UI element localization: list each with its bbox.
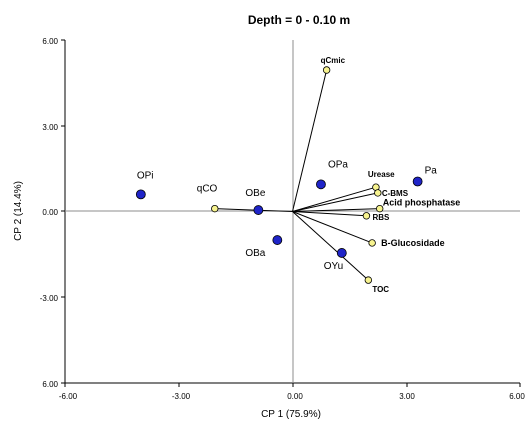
- loading-vector-c-bms: [292, 192, 378, 212]
- loading-point-c-bms: [374, 189, 382, 197]
- loading-point-qco: [211, 204, 219, 213]
- loading-vector-acid-phosphatase: [292, 208, 380, 212]
- loading-points: [211, 66, 384, 284]
- loading-vector-b-glucosidade: [292, 211, 373, 244]
- y-tick-labels: 6.00 3.00 0.00 -3.00 6.00: [40, 37, 65, 389]
- x-tick-label: -6.00: [59, 392, 78, 401]
- score-label-oba: OBa: [245, 248, 265, 259]
- loading-point-qcmic: [322, 66, 331, 74]
- score-point-oba: [272, 235, 283, 245]
- score-point-opa: [316, 179, 326, 190]
- x-tick-label: -3.00: [172, 392, 191, 401]
- score-label-obe: OBe: [245, 188, 265, 199]
- score-label-opi: OPi: [137, 170, 154, 181]
- score-label-opa: OPa: [328, 159, 348, 170]
- loading-vectors: [214, 69, 380, 281]
- loading-label-qco: qCO: [197, 184, 218, 195]
- x-tick-label: 3.00: [399, 392, 415, 401]
- chart-title: Depth = 0 - 0.10 m: [248, 13, 350, 27]
- score-point-oyu: [336, 248, 347, 258]
- loading-label-qcmic: qCmic: [321, 56, 346, 65]
- loading-vector-qcmic: [292, 69, 328, 212]
- score-point-obe: [253, 205, 264, 215]
- score-point-pa: [412, 176, 423, 187]
- x-tick-label: 6.00: [509, 392, 525, 401]
- score-point-opi: [135, 189, 146, 200]
- x-tick-labels: -6.00 -3.00 0.00 3.00 6.00: [59, 383, 525, 401]
- loading-point-rbs: [362, 212, 371, 220]
- loading-point-toc: [364, 276, 373, 284]
- loading-label-rbs: RBS: [372, 213, 390, 222]
- score-points: [135, 176, 423, 258]
- loading-vector-toc: [292, 211, 369, 281]
- y-tick-label: 0.00: [42, 208, 58, 217]
- x-axis-label: CP 1 (75.9%): [261, 409, 321, 420]
- loading-label-toc: TOC: [372, 285, 389, 294]
- loading-label-urease: Urease: [368, 170, 395, 179]
- loading-vector-urease: [292, 186, 377, 212]
- loading-vector-rbs: [292, 211, 367, 217]
- loading-label-c-bms: C-BMS: [382, 189, 409, 198]
- y-tick-label: 6.00: [42, 37, 58, 46]
- score-label-oyu: OYu: [324, 261, 343, 272]
- loading-point-acid-phosphatase: [376, 204, 384, 213]
- loading-label-b-glucosidade: B-Glucosidade: [381, 238, 445, 248]
- y-tick-label: -3.00: [40, 294, 59, 303]
- score-label-pa: Pa: [425, 165, 438, 176]
- x-tick-label: 0.00: [287, 392, 303, 401]
- y-axis-label: CP 2 (14.4%): [13, 181, 24, 241]
- loading-label-acid-phosphatase: Acid phosphatase: [383, 198, 461, 208]
- y-tick-label: 6.00: [42, 380, 58, 389]
- loading-point-b-glucosidade: [368, 239, 376, 247]
- y-tick-label: 3.00: [42, 123, 58, 132]
